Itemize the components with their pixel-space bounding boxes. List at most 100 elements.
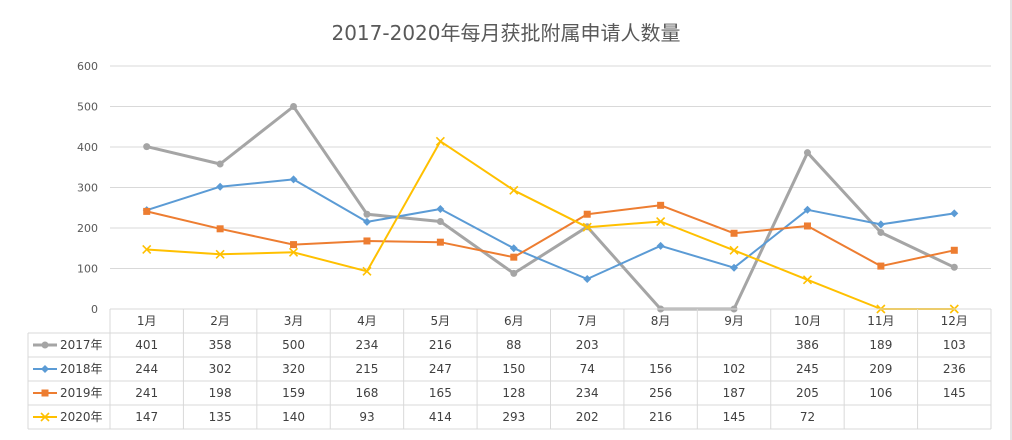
legend-marker (40, 412, 50, 422)
data-label: 241 (135, 386, 158, 400)
x-category-label: 1月 (137, 314, 157, 328)
data-label: 244 (135, 362, 158, 376)
data-point (143, 207, 151, 215)
data-label: 203 (576, 338, 599, 352)
data-point (363, 210, 371, 218)
data-label: 302 (209, 362, 232, 376)
x-category-label: 3月 (284, 314, 304, 328)
data-point (582, 222, 592, 232)
data-label: 150 (502, 362, 525, 376)
data-point-stroke (362, 266, 372, 276)
x-category-label: 9月 (724, 314, 744, 328)
data-point (803, 205, 812, 214)
data-point (435, 136, 445, 146)
legend-marker (41, 389, 49, 397)
y-tick-label: 500 (77, 101, 98, 114)
data-label: 140 (282, 410, 305, 424)
data-label: 128 (502, 386, 525, 400)
data-label: 106 (869, 386, 892, 400)
series-2020年 (142, 136, 959, 314)
data-point (583, 275, 592, 284)
series-line (146, 178, 955, 280)
data-point-stroke (215, 249, 225, 259)
data-point (289, 175, 298, 184)
legend-entry: 2018年 (60, 362, 103, 376)
data-point (730, 263, 739, 272)
data-label: 209 (869, 362, 892, 376)
series-line (146, 140, 955, 310)
data-label: 187 (723, 386, 746, 400)
data-point (877, 262, 885, 270)
data-label: 202 (576, 410, 599, 424)
data-point-stroke (729, 245, 739, 255)
data-label: 401 (135, 338, 158, 352)
x-category-label: 4月 (357, 314, 377, 328)
data-point (876, 220, 885, 229)
data-point-stroke (656, 216, 666, 227)
legend-entry: 2019年 (60, 386, 103, 400)
data-point-stroke (142, 244, 152, 255)
data-point (436, 238, 444, 246)
data-point (215, 249, 225, 259)
legend-key-2017年 (33, 341, 57, 349)
y-tick-label: 0 (91, 303, 98, 316)
data-label: 386 (796, 338, 819, 352)
data-point (877, 228, 885, 236)
data-label: 93 (359, 410, 374, 424)
x-category-label: 2月 (210, 314, 230, 328)
data-point (803, 222, 811, 230)
y-axis-ticks: 0 100 200 300 400 500 600 (77, 60, 98, 316)
data-label: 216 (649, 410, 672, 424)
data-point (729, 245, 739, 255)
data-label: 293 (502, 410, 525, 424)
data-point (288, 247, 299, 257)
x-category-label: 5月 (431, 314, 451, 328)
data-label: 72 (800, 410, 815, 424)
y-tick-label: 200 (77, 222, 98, 235)
data-label: 103 (943, 338, 966, 352)
series-2019年 (143, 201, 958, 270)
data-point (950, 246, 958, 254)
data-label: 205 (796, 386, 819, 400)
data-point (950, 263, 958, 271)
x-category-label: 11月 (867, 314, 894, 328)
data-label: 500 (282, 338, 305, 352)
data-label: 135 (209, 410, 232, 424)
data-label: 102 (723, 362, 746, 376)
data-label: 145 (943, 386, 966, 400)
data-point (142, 244, 152, 255)
data-label: 216 (429, 338, 452, 352)
data-point (216, 160, 224, 168)
legend-key-2019年 (33, 389, 57, 397)
y-tick-label: 100 (77, 263, 98, 276)
data-label: 147 (135, 410, 158, 424)
x-category-label: 12月 (941, 314, 968, 328)
data-point (510, 269, 518, 277)
series-2018年 (142, 175, 959, 284)
series-line (146, 204, 955, 268)
data-point (290, 103, 298, 110)
legend-key-2018年 (33, 365, 57, 373)
data-label: 159 (282, 386, 305, 400)
data-point-stroke (509, 185, 519, 195)
data-point (656, 216, 666, 227)
data-point (436, 204, 445, 213)
data-point (730, 229, 738, 237)
data-label: 88 (506, 338, 521, 352)
data-point (950, 209, 959, 218)
data-point (216, 225, 224, 233)
series-2017年 (143, 103, 958, 313)
data-label: 247 (429, 362, 452, 376)
data-point (362, 266, 372, 276)
data-label: 245 (796, 362, 819, 376)
legend-key-2020年 (33, 412, 57, 422)
y-tick-label: 300 (77, 182, 98, 195)
legend-entry: 2017年 (60, 338, 103, 352)
data-point (802, 275, 813, 285)
y-tick-label: 400 (77, 141, 98, 154)
data-label: 358 (209, 338, 232, 352)
x-category-label: 6月 (504, 314, 524, 328)
x-category-label: 8月 (651, 314, 671, 328)
legend-entry: 2020年 (60, 410, 103, 424)
